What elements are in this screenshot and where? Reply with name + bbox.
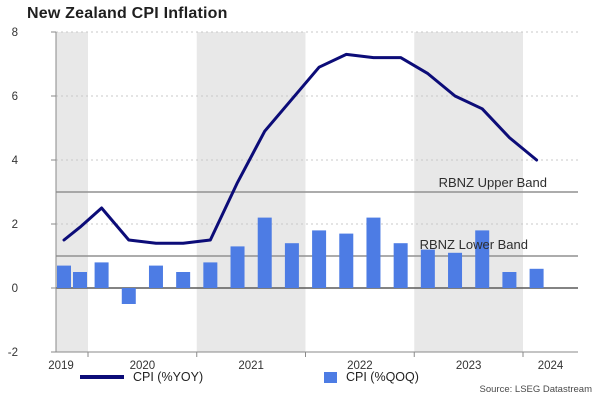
qoq-bar [121, 288, 136, 304]
y-axis-tick-label: 0 [12, 283, 18, 295]
qoq-bar [393, 243, 408, 288]
bar-series-swatch [324, 371, 337, 383]
x-axis-tick-label: 2019 [48, 360, 74, 372]
qoq-bar [502, 272, 517, 288]
y-axis-tick-label: -2 [8, 347, 18, 359]
x-axis-tick-label: 2021 [238, 360, 264, 372]
rbnz-lower-band-label: RBNZ Lower Band [419, 237, 528, 252]
legend: CPI (%YOY) CPI (%QOQ) [0, 369, 600, 385]
qoq-bar [73, 272, 87, 288]
line-series-swatch [80, 375, 124, 379]
chart-title: New Zealand CPI Inflation [27, 5, 228, 22]
qoq-bar [312, 230, 327, 288]
qoq-bar [366, 217, 381, 288]
x-axis-tick-label: 2022 [347, 360, 373, 372]
legend-item-cpi-yoy: CPI (%YOY) [80, 369, 203, 385]
y-axis-tick-label: 4 [12, 155, 19, 167]
y-axis-tick-label: 2 [12, 219, 18, 231]
qoq-bar [475, 230, 490, 288]
qoq-bar [284, 243, 299, 288]
qoq-bar [203, 262, 218, 288]
y-axis-tick-label: 8 [12, 27, 18, 39]
qoq-bar [448, 252, 463, 288]
qoq-bar [176, 272, 191, 288]
yoy-line [62, 52, 539, 245]
qoq-bar [148, 265, 163, 288]
x-axis-tick-label: 2023 [456, 360, 482, 372]
qoq-bar [230, 246, 245, 288]
source-credit: Source: LSEG Datastream [479, 384, 592, 395]
rbnz-upper-band-label: RBNZ Upper Band [438, 175, 547, 190]
x-axis-tick-label: 2024 [538, 360, 564, 372]
qoq-bar [257, 217, 272, 288]
legend-label-yoy: CPI (%YOY) [133, 370, 204, 384]
qoq-bar [94, 262, 109, 288]
x-axis-tick-label: 2020 [130, 360, 156, 372]
qoq-bar [529, 268, 544, 288]
legend-item-cpi-qoq: CPI (%QOQ) [324, 369, 419, 385]
y-axis-tick-label: 6 [12, 91, 18, 103]
qoq-bar [420, 249, 435, 288]
qoq-bar [339, 233, 354, 288]
legend-label-qoq: CPI (%QOQ) [346, 370, 419, 384]
qoq-bar [57, 265, 71, 288]
